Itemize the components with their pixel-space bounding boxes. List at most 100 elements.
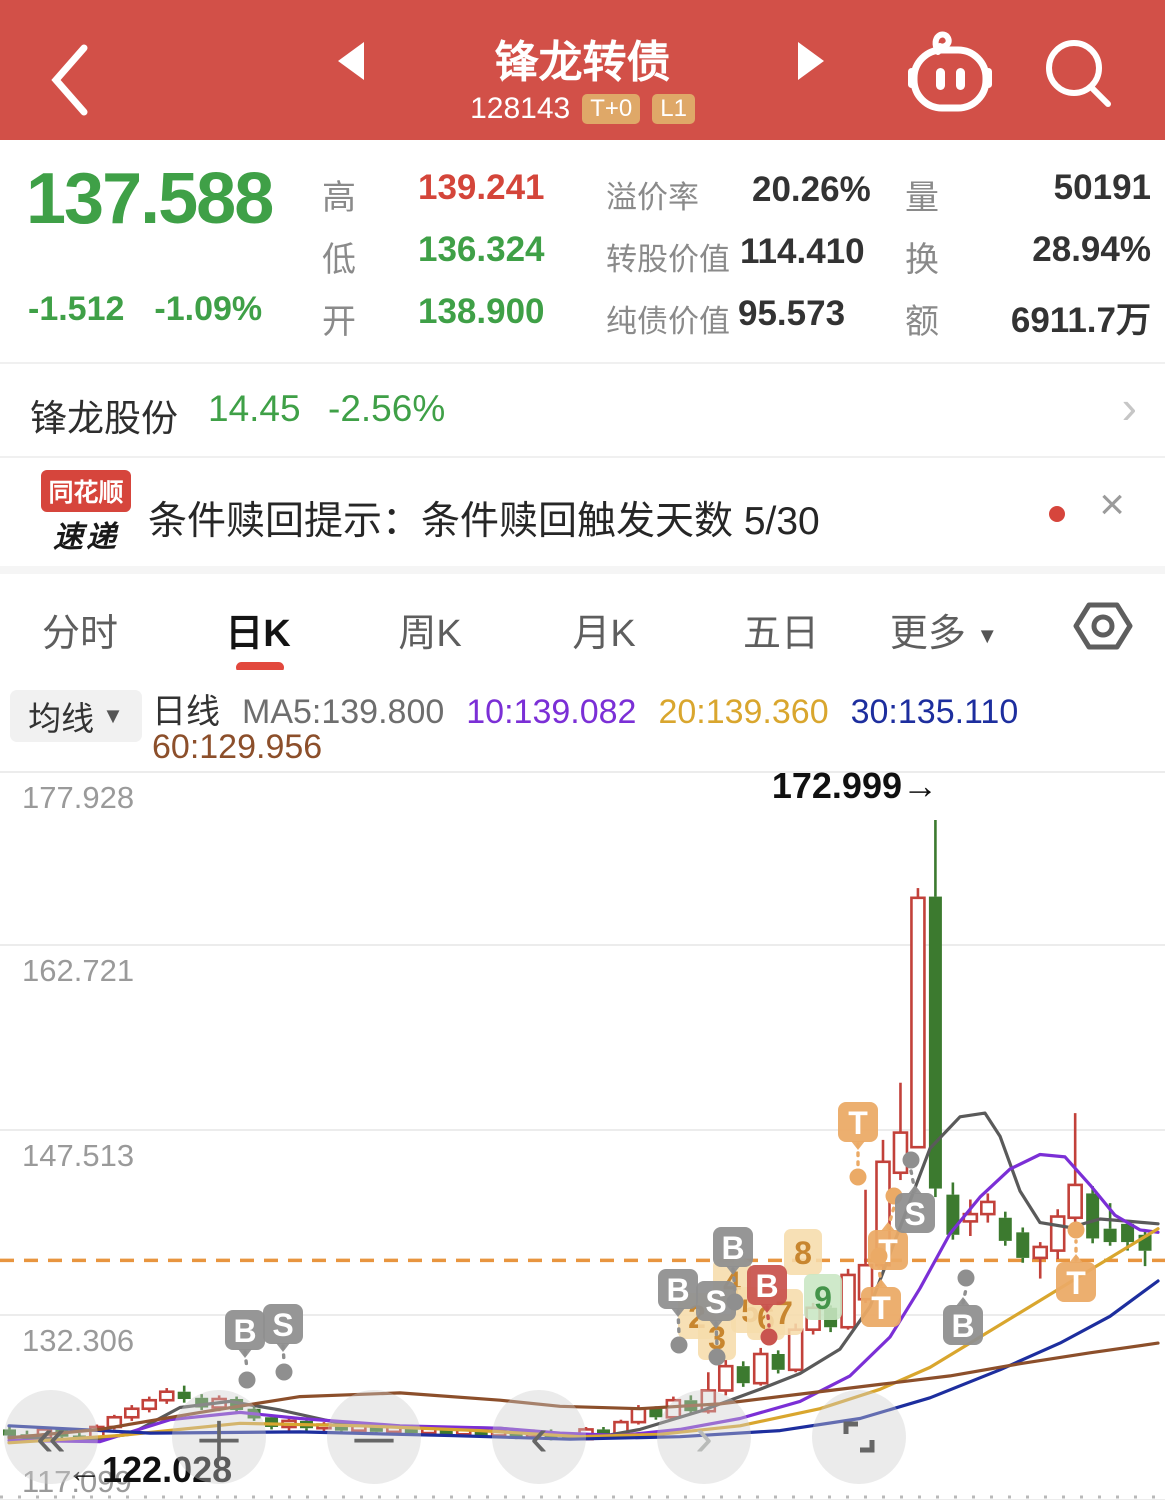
high-value: 139.241 [418, 168, 545, 207]
bond-floor-value: 95.573 [738, 294, 846, 333]
svg-text:B: B [666, 1272, 689, 1308]
rewind-button[interactable]: « [4, 1390, 98, 1484]
chart-settings-icon[interactable] [1072, 596, 1134, 656]
svg-text:B: B [951, 1308, 974, 1344]
ma60-value: 60:129.956 [152, 728, 323, 766]
amount-label: 额 [905, 303, 939, 341]
security-code: 128143 [470, 92, 571, 125]
ma-line-ma20 [7, 1227, 1160, 1445]
y-axis-tick: 147.513 [22, 1138, 134, 1173]
stock-price: 14.45 [208, 388, 301, 429]
svg-text:B: B [233, 1313, 256, 1349]
svg-text:S: S [272, 1307, 293, 1343]
y-axis-tick: 162.721 [22, 953, 134, 988]
signal-number-badge: 3 [708, 1320, 726, 1356]
ma-line-ma5 [7, 1111, 1160, 1443]
active-tab-underline [236, 662, 284, 673]
l1-badge: L1 [652, 93, 695, 125]
zoom-out-button[interactable]: － [327, 1390, 421, 1484]
svg-text:B: B [755, 1268, 778, 1304]
ma-line-ma30 [7, 1279, 1160, 1441]
robot-assistant-icon[interactable] [900, 26, 1000, 118]
chevron-down-icon: ▼ [102, 703, 124, 728]
open-label: 开 [322, 303, 356, 341]
signal-badge-t: T [1056, 1254, 1096, 1302]
low-label: 低 [322, 241, 356, 279]
chevron-right-icon: › [1121, 381, 1137, 433]
tab-daily-k[interactable]: 日K [225, 613, 291, 655]
notice-bar[interactable]: 同花顺 速递 条件赎回提示：条件赎回触发天数 5/30 × [0, 456, 1165, 568]
change-percent: -1.09% [154, 290, 263, 328]
ma5-value: MA5:139.800 [242, 693, 445, 731]
tab-minute[interactable]: 分时 [41, 613, 119, 655]
tab-monthly-k[interactable]: 月K [572, 613, 636, 655]
ma20-value: 20:139.360 [658, 693, 829, 731]
search-icon[interactable] [1040, 36, 1120, 116]
ma30-value: 30:135.110 [850, 693, 1019, 731]
zoom-in-button[interactable]: ＋ [172, 1390, 266, 1484]
ma10-value: 10:139.082 [466, 693, 637, 731]
page-title: 锋龙转债 [494, 38, 671, 87]
stock-change-percent: -2.56% [328, 388, 446, 429]
signal-badge-s: S [895, 1185, 935, 1233]
price-change: -1.512 -1.09% [28, 290, 292, 329]
prev-button[interactable]: ‹ [492, 1390, 586, 1484]
tab-more[interactable]: 更多 ▼ [889, 613, 999, 655]
turnover-label: 换 [905, 241, 939, 279]
premium-value: 20.26% [752, 170, 871, 209]
quote-panel: 137.588 -1.512 -1.09% 高 139.241 低 136.324… [0, 140, 1165, 362]
price-annotation: 172.999→ [772, 770, 938, 806]
close-icon[interactable]: × [1099, 480, 1125, 529]
chevron-down-icon: ▼ [976, 622, 999, 648]
low-value: 136.324 [418, 230, 545, 269]
y-axis-tick: 177.928 [22, 780, 134, 815]
signal-badge-b: B [713, 1227, 753, 1275]
ths-express-logo: 同花顺 速递 [36, 470, 136, 556]
turnover-value: 28.94% [1032, 230, 1151, 269]
prev-security-icon[interactable] [338, 42, 364, 80]
back-icon[interactable] [40, 40, 100, 120]
fullscreen-icon [843, 1421, 875, 1453]
fullscreen-button[interactable] [812, 1390, 906, 1484]
stock-name: 锋龙股份 [30, 398, 178, 439]
signal-badge-b: B [658, 1269, 698, 1317]
tab-weekly-k[interactable]: 周K [398, 613, 462, 655]
svg-text:S: S [904, 1196, 925, 1232]
unread-dot [1049, 506, 1065, 522]
period-tabbar: 分时 日K 周K 月K 五日 更多 ▼ [0, 566, 1165, 678]
premium-label: 溢价率 [606, 180, 699, 215]
signal-number-badge: 9 [814, 1280, 832, 1316]
svg-text:T: T [1066, 1265, 1086, 1301]
ths-sudi-text: 速递 [53, 521, 119, 554]
svg-text:B: B [721, 1230, 744, 1266]
notice-text: 条件赎回提示：条件赎回触发天数 5/30 [148, 500, 820, 543]
open-value: 138.900 [418, 292, 545, 331]
signal-badge-b: B [943, 1297, 983, 1345]
ma-values-line1: 日线 MA5:139.800 10:139.082 20:139.360 30:135.… [152, 684, 1040, 733]
signal-badge-s: S [696, 1281, 736, 1329]
t0-badge: T+0 [582, 93, 641, 125]
svg-text:T: T [871, 1290, 891, 1326]
signal-badge-s: S [263, 1304, 303, 1352]
ma-legend: 均线 ▼ 日线 MA5:139.800 10:139.082 20:139.360 30:… [0, 670, 1165, 770]
amount-value: 6911.7万 [1010, 301, 1151, 340]
conversion-value-label: 转股价值 [606, 242, 730, 277]
ths-logo-text: 同花顺 [41, 470, 131, 512]
volume-value: 50191 [1053, 168, 1151, 207]
tab-five-day[interactable]: 五日 [742, 613, 820, 655]
svg-text:S: S [705, 1284, 726, 1320]
signal-number-badge: 8 [794, 1235, 812, 1271]
signal-badge-b: B [747, 1265, 787, 1313]
kline-chart[interactable]: 177.928162.721147.513132.306117.09923456… [0, 770, 1165, 1500]
ma-dropdown[interactable]: 均线 ▼ [10, 690, 142, 742]
underlying-stock-row[interactable]: 锋龙股份 14.45 -2.56% › [0, 362, 1165, 456]
high-label: 高 [322, 179, 356, 217]
period-label: 日线 [152, 693, 220, 731]
ma-line-ma60 [7, 1341, 1160, 1440]
volume-label: 量 [905, 179, 939, 217]
ma-line-ma10 [7, 1152, 1160, 1444]
y-axis-tick: 132.306 [22, 1323, 134, 1358]
conversion-value: 114.410 [740, 232, 865, 271]
next-security-icon[interactable] [798, 42, 824, 80]
next-button[interactable]: › [657, 1390, 751, 1484]
